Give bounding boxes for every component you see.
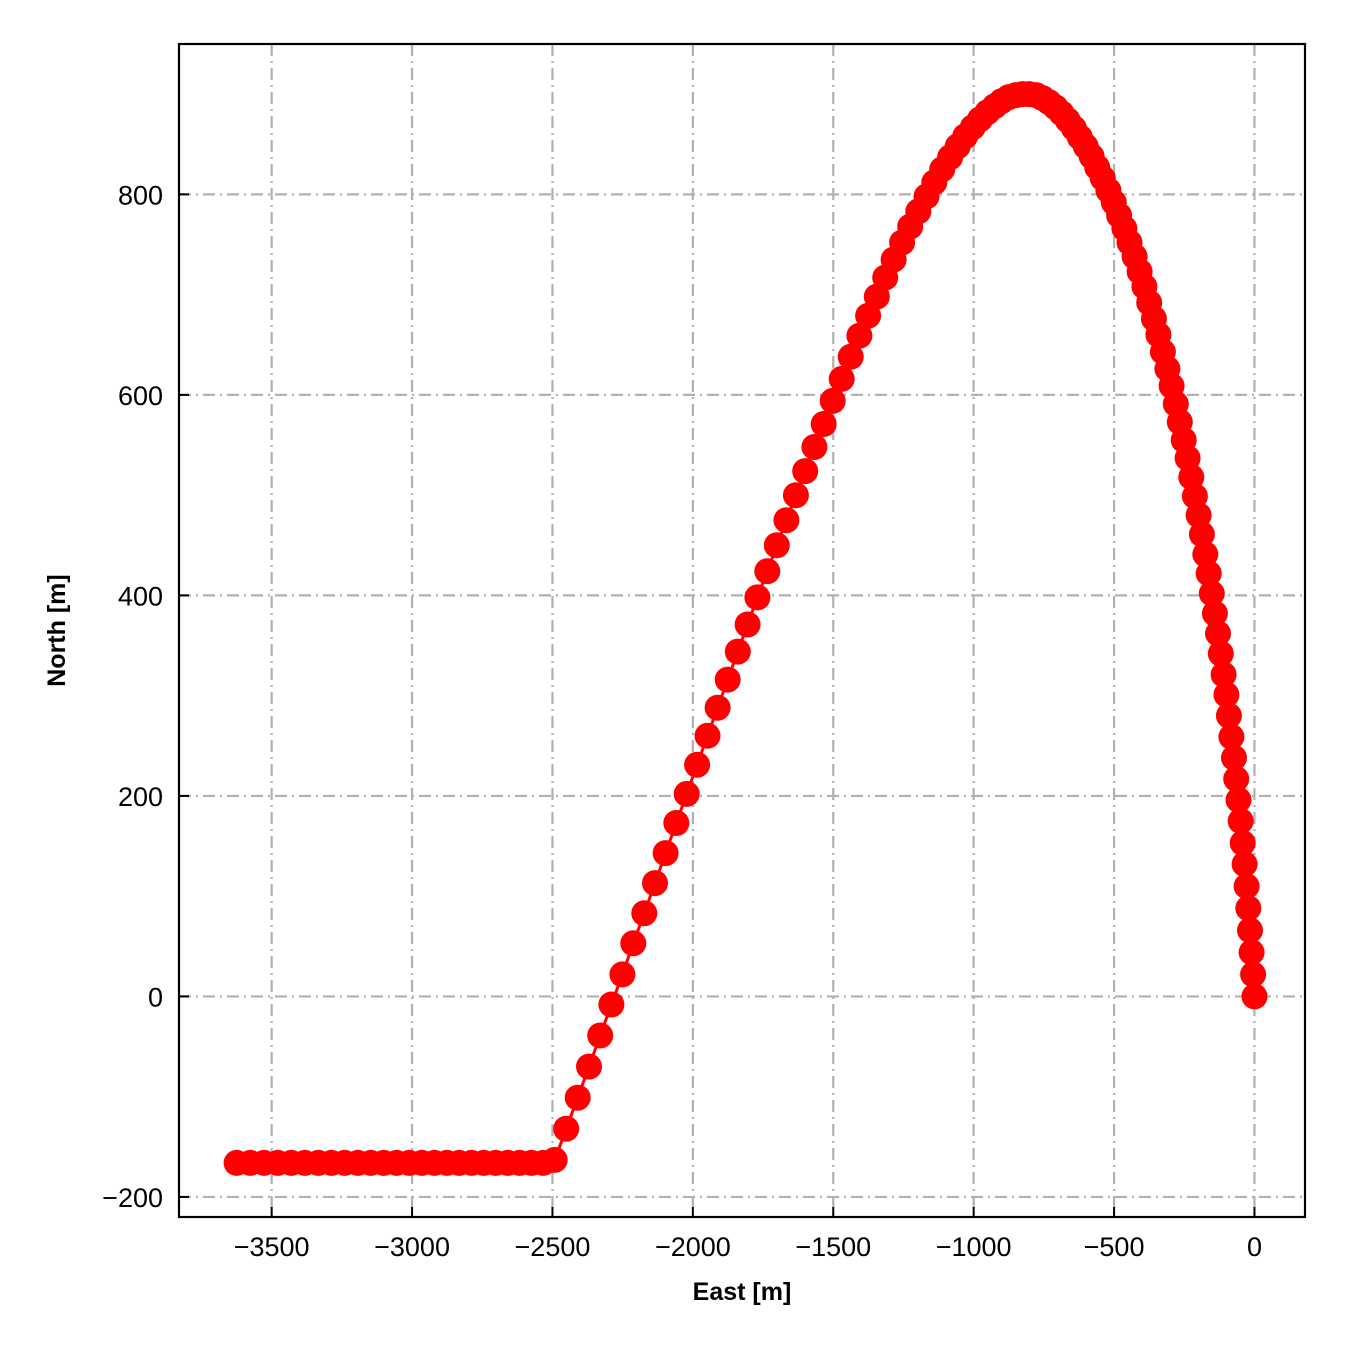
data-point [553,1115,580,1142]
data-point [631,900,658,927]
data-point [564,1084,591,1111]
data-point [1237,917,1263,944]
data-point [1201,600,1228,627]
data-point [1210,661,1237,688]
y-tick-label: −200 [102,1183,163,1213]
data-point [1235,895,1262,922]
x-tick-label: 0 [1247,1232,1262,1262]
y-tick-label: 200 [118,782,163,812]
data-point [819,387,846,414]
y-tick-label: 400 [118,581,163,611]
data-point [587,1022,614,1049]
data-point [792,458,819,485]
x-axis-title: East [m] [693,1278,792,1306]
x-tick-label: −500 [1084,1232,1145,1262]
data-point [1240,961,1267,988]
x-tick-label: −1500 [795,1232,871,1262]
data-point [754,558,781,585]
data-point [684,751,711,778]
data-point [855,302,882,329]
data-point [642,870,668,897]
data-point [763,532,790,559]
data-point [1221,744,1247,771]
data-point [694,722,721,749]
data-point [598,991,625,1018]
data-point [846,322,873,349]
y-axis-title: North [m] [43,574,71,686]
data-point [734,611,761,638]
data-point [576,1053,602,1080]
data-point [620,930,647,957]
data-point [1229,830,1256,856]
x-tick-label: −3000 [374,1232,450,1262]
data-point [673,780,700,807]
data-point [1241,983,1268,1010]
data-point [1225,786,1252,813]
ticks: −3500 −3000 −2500 −2000 −1500 −1000 −500 0−2000… [102,180,1262,1262]
data-point [724,638,751,665]
data-point [828,365,855,392]
y-tick-label: 600 [118,381,163,411]
data-point [1227,808,1254,834]
data-point [1218,723,1245,750]
x-tick-label: −1000 [936,1232,1012,1262]
x-tick-label: −2000 [655,1232,731,1262]
data-point [1215,702,1242,729]
data-point [609,961,636,988]
grid [179,44,1305,1217]
data-point [782,482,809,509]
data-point [801,434,828,460]
data-point [704,694,731,721]
data-point [1213,681,1240,708]
data-point [810,411,837,437]
data-point [1223,765,1250,792]
data-point [1205,620,1231,647]
data-point [744,584,771,611]
data-point [714,666,741,693]
data-point [663,810,690,836]
y-tick-label: 0 [148,982,163,1012]
series-layer [223,81,1268,1176]
data-point [223,1149,250,1176]
y-tick-label: 800 [118,180,163,210]
data-point [773,507,800,534]
x-tick-label: −3500 [234,1232,310,1262]
data-point [652,840,679,867]
data-point [1207,640,1234,667]
data-point [1231,851,1258,878]
data-point [1198,580,1225,607]
plot-frame [177,42,1307,1219]
x-tick-label: −2500 [515,1232,591,1262]
data-point [1233,873,1260,900]
data-point [1192,541,1219,568]
data-point [837,343,864,370]
data-point [1238,939,1265,966]
